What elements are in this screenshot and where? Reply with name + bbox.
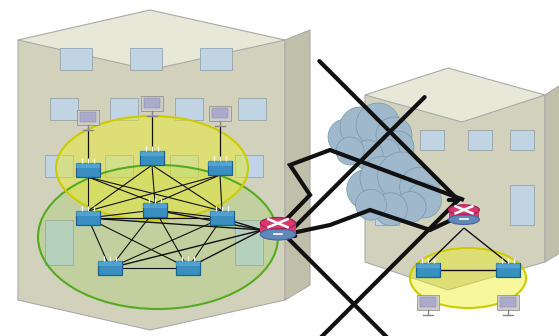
Polygon shape xyxy=(18,40,285,330)
Ellipse shape xyxy=(56,116,248,220)
Ellipse shape xyxy=(449,205,480,215)
Bar xyxy=(416,263,440,268)
Ellipse shape xyxy=(38,165,278,309)
Bar xyxy=(110,98,138,120)
Bar xyxy=(175,98,203,120)
Bar xyxy=(76,211,100,216)
Bar xyxy=(510,185,534,225)
Bar xyxy=(497,295,519,310)
Circle shape xyxy=(395,192,426,222)
Circle shape xyxy=(376,117,412,153)
Bar xyxy=(98,261,122,275)
Bar xyxy=(416,263,440,277)
Bar xyxy=(50,98,78,120)
Ellipse shape xyxy=(260,229,296,240)
Bar xyxy=(144,98,160,108)
Polygon shape xyxy=(545,82,559,262)
Bar xyxy=(77,110,99,125)
Bar xyxy=(98,261,122,266)
Bar xyxy=(375,185,399,225)
Bar xyxy=(449,210,480,220)
Bar xyxy=(176,261,200,266)
Circle shape xyxy=(356,103,400,147)
Circle shape xyxy=(382,131,414,163)
Bar xyxy=(141,96,163,111)
Bar xyxy=(238,98,266,120)
Bar xyxy=(420,130,444,150)
Polygon shape xyxy=(365,95,545,290)
Circle shape xyxy=(347,170,386,209)
Bar xyxy=(76,163,100,168)
Ellipse shape xyxy=(449,215,480,224)
Bar xyxy=(105,155,133,177)
Circle shape xyxy=(377,152,426,200)
Bar xyxy=(496,263,520,277)
Bar xyxy=(143,203,167,217)
Bar xyxy=(176,261,200,275)
Bar xyxy=(76,163,100,177)
Bar xyxy=(76,211,100,225)
Ellipse shape xyxy=(410,248,526,308)
Circle shape xyxy=(340,107,380,147)
Bar xyxy=(208,161,232,175)
Circle shape xyxy=(400,167,439,207)
Bar xyxy=(468,130,492,150)
Bar xyxy=(510,130,534,150)
Circle shape xyxy=(356,190,386,220)
Circle shape xyxy=(336,137,364,165)
Circle shape xyxy=(406,183,442,218)
Bar xyxy=(130,48,162,70)
Bar xyxy=(420,297,436,307)
Bar xyxy=(417,295,439,310)
Bar xyxy=(80,112,96,122)
Bar xyxy=(200,48,232,70)
Bar xyxy=(210,211,234,225)
Circle shape xyxy=(353,140,383,170)
Bar xyxy=(170,155,198,177)
Bar xyxy=(60,48,92,70)
Polygon shape xyxy=(285,30,310,300)
Bar xyxy=(375,130,399,150)
Polygon shape xyxy=(18,10,285,70)
Bar xyxy=(140,151,164,165)
Bar xyxy=(260,223,296,235)
Circle shape xyxy=(328,119,364,155)
Bar xyxy=(496,263,520,268)
Bar xyxy=(210,211,234,216)
Bar xyxy=(500,297,516,307)
Bar xyxy=(143,203,167,208)
Bar xyxy=(209,106,231,121)
Circle shape xyxy=(372,139,400,167)
Bar xyxy=(45,155,73,177)
Circle shape xyxy=(375,193,408,226)
Bar xyxy=(208,161,232,166)
Bar xyxy=(212,108,228,118)
Bar xyxy=(140,151,164,156)
Polygon shape xyxy=(365,68,545,122)
Ellipse shape xyxy=(260,218,296,229)
Bar xyxy=(235,155,263,177)
Circle shape xyxy=(360,156,404,200)
Bar xyxy=(235,220,263,265)
Bar xyxy=(45,220,73,265)
